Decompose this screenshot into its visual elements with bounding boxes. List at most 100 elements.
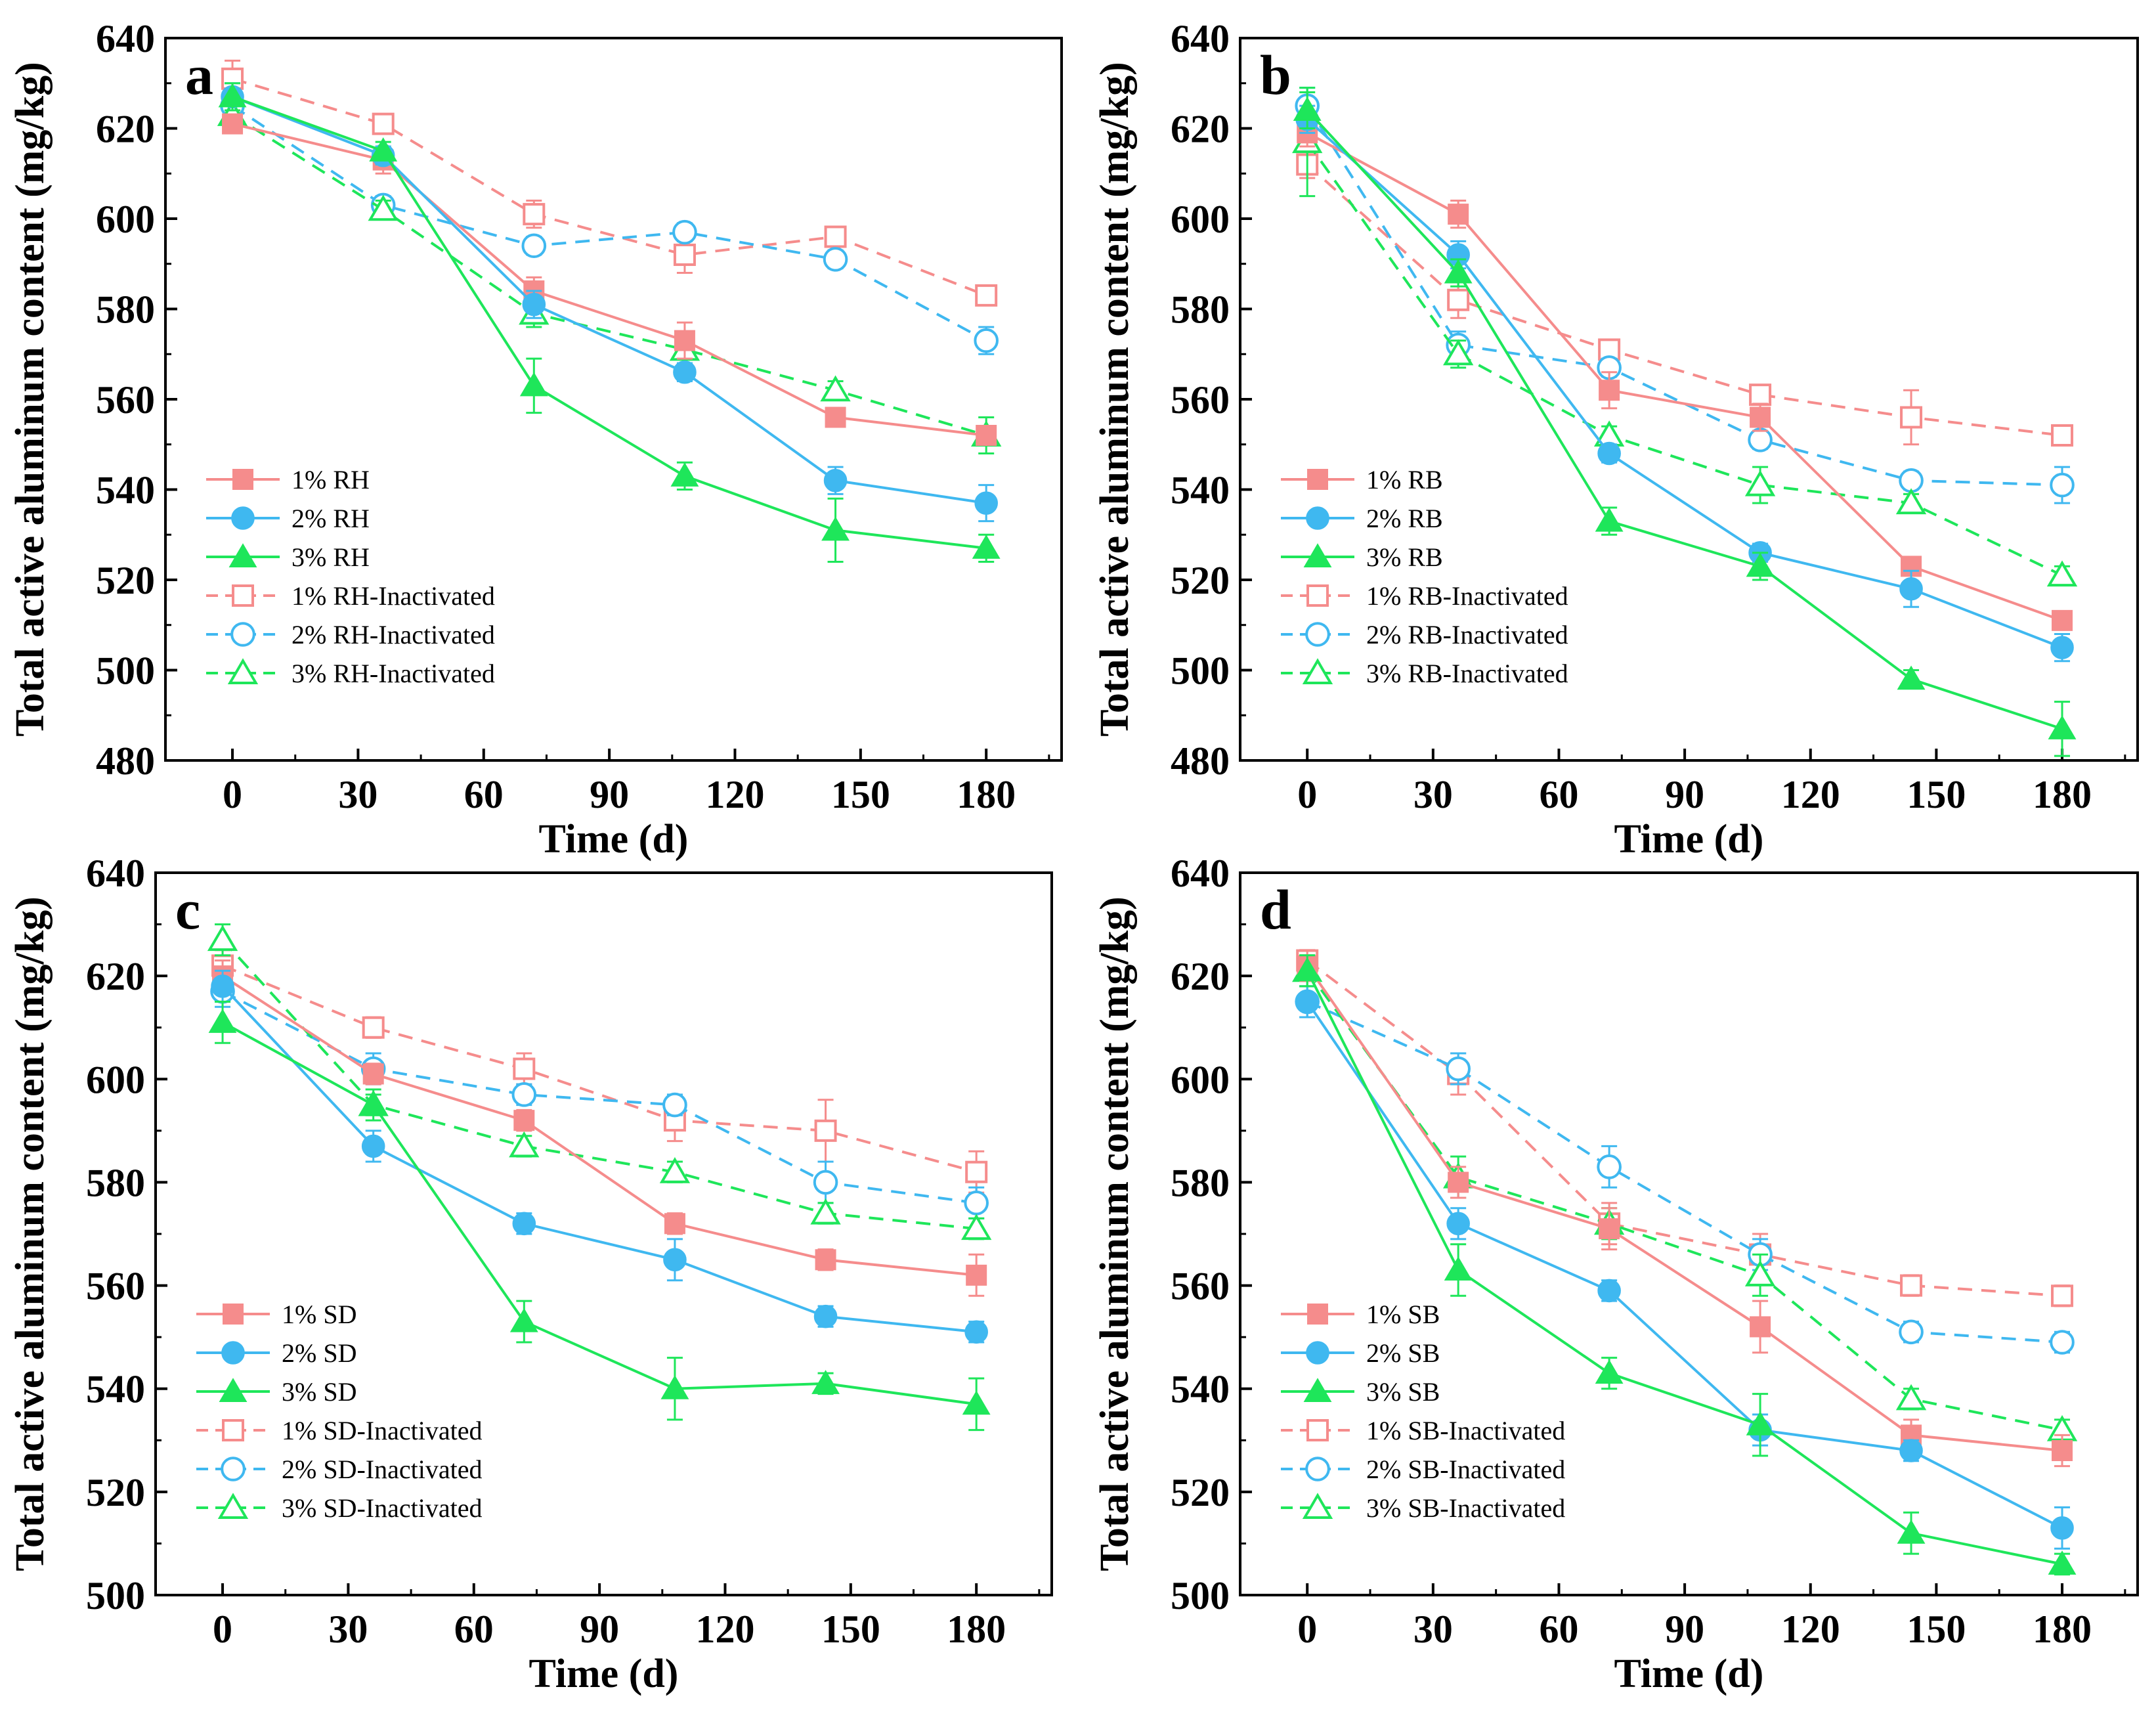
data-point	[1447, 288, 1470, 311]
y-tick-label: 580	[96, 288, 155, 332]
x-tick-label: 90	[1665, 1608, 1704, 1651]
x-tick-label: 90	[1665, 773, 1704, 816]
data-point	[811, 1370, 840, 1394]
data-point	[1897, 665, 1926, 690]
data-point	[1448, 204, 1469, 225]
x-axis-title: Time (d)	[1614, 1652, 1764, 1696]
data-point	[2048, 1550, 2077, 1575]
data-point	[362, 1063, 384, 1085]
legend-marker	[221, 1457, 246, 1481]
data-point	[672, 219, 697, 245]
data-point	[975, 284, 998, 307]
data-point	[1293, 97, 1322, 121]
y-tick-label: 560	[1171, 1265, 1230, 1308]
panel-d: 0 30 60 90 120 150 180 500 520 540 560 580 600 620 640…	[1092, 852, 2139, 1696]
data-point	[823, 247, 848, 272]
y-tick-label: 500	[1171, 649, 1230, 693]
series-1-rh-inactivated	[221, 59, 998, 307]
y-tick-label: 520	[1171, 559, 1230, 602]
data-point	[1744, 1260, 1776, 1286]
legend-marker	[1305, 622, 1330, 647]
x-tick-label: 90	[590, 773, 629, 816]
x-tick-label: 0	[1297, 773, 1317, 816]
legend: 1% RH 2% RH 3% RH 1% RH-Inactivated 2% RH-In…	[206, 465, 495, 688]
legend-item: 2% SD-Inactivated	[196, 1455, 482, 1484]
series-line	[1306, 970, 2063, 1432]
x-tick-label: 30	[338, 773, 377, 816]
legend-marker	[223, 1304, 244, 1325]
y-tick-label: 620	[1171, 955, 1230, 998]
legend-item: 3% SB	[1281, 1377, 1440, 1407]
data-point	[670, 462, 699, 487]
legend-label: 3% RH	[291, 542, 370, 572]
data-point	[674, 330, 695, 351]
data-point	[660, 1374, 689, 1399]
legend-label: 2% SB-Inactivated	[1366, 1455, 1565, 1484]
y-tick-label: 520	[96, 559, 155, 602]
y-tick-label: 640	[96, 17, 155, 60]
y-tick-label: 580	[86, 1161, 145, 1204]
data-point	[810, 1198, 841, 1225]
data-point	[1895, 1384, 1927, 1411]
legend-item: 1% SD	[196, 1300, 356, 1329]
legend-label: 1% SB	[1366, 1300, 1440, 1329]
y-tick-label: 480	[96, 739, 155, 783]
legend-item: 2% SB-Inactivated	[1281, 1455, 1565, 1484]
x-axis-title: Time (d)	[539, 817, 689, 862]
y-tick-label: 520	[1171, 1471, 1230, 1514]
data-point	[513, 1057, 536, 1080]
y-tick-label: 540	[1171, 469, 1230, 512]
series-line	[222, 1021, 977, 1406]
data-point	[1446, 1212, 1470, 1236]
data-point	[1746, 552, 1775, 577]
y-tick-label: 540	[86, 1368, 145, 1411]
x-axis-title: Time (d)	[529, 1652, 679, 1696]
y-tick-label: 640	[1171, 852, 1230, 895]
data-point	[962, 1390, 991, 1415]
y-axis-title: Total active aluminum content (mg/kg)	[8, 896, 53, 1571]
series-3-sd-inactivated	[207, 923, 992, 1240]
y-tick-label: 600	[1171, 1058, 1230, 1101]
x-tick-label: 30	[328, 1608, 368, 1651]
x-tick-label: 0	[1297, 1608, 1317, 1651]
data-point	[2050, 1330, 2075, 1355]
legend-marker	[222, 1419, 244, 1441]
legend-marker	[219, 1378, 248, 1402]
y-tick-label: 540	[1171, 1368, 1230, 1411]
legend-marker	[232, 584, 254, 607]
legend-item: 2% RB-Inactivated	[1281, 620, 1568, 649]
series-line	[1306, 164, 2063, 437]
y-tick-label: 500	[86, 1574, 145, 1617]
x-tick-label: 120	[705, 773, 764, 816]
legend: 1% RB 2% RB 3% RB 1% RB-Inactivated 2% RB-In…	[1281, 465, 1568, 688]
data-point	[1595, 507, 1624, 532]
series-3-rh-inactivated	[217, 100, 1002, 454]
data-point	[664, 1213, 685, 1235]
data-point	[1599, 1218, 1620, 1240]
data-point	[2046, 560, 2078, 587]
data-point	[813, 1304, 838, 1328]
data-point	[2051, 424, 2074, 447]
series-3-rh	[218, 82, 1001, 563]
legend-item: 2% RB	[1281, 504, 1443, 533]
y-tick-label: 620	[1171, 108, 1230, 151]
data-point	[972, 535, 1001, 559]
x-tick-label: 120	[1781, 773, 1840, 816]
legend-label: 3% RB	[1366, 542, 1443, 572]
data-point	[1599, 380, 1620, 401]
data-point	[1444, 259, 1473, 284]
data-point	[821, 516, 850, 541]
y-tick-label: 620	[86, 955, 145, 998]
y-tick-label: 500	[96, 649, 155, 693]
data-point	[964, 1191, 989, 1216]
data-point	[1899, 1319, 1924, 1345]
series-2-sb-inactivated	[1295, 985, 2075, 1355]
series-line	[232, 122, 987, 437]
data-point	[1444, 1256, 1473, 1281]
y-tick-label: 600	[1171, 198, 1230, 241]
data-point	[2048, 715, 2077, 739]
data-point	[1895, 488, 1927, 515]
legend-item: 1% SD-Inactivated	[196, 1416, 482, 1445]
data-point	[207, 925, 238, 952]
data-point	[1595, 1359, 1624, 1384]
